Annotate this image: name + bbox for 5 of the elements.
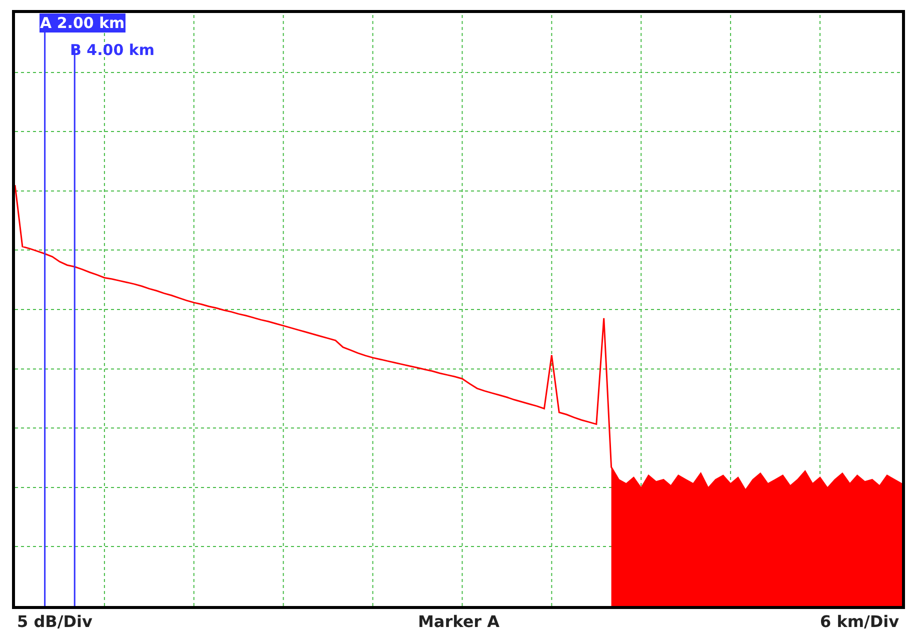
text: A 2.00 km — [40, 14, 125, 32]
text: 5 dB/Div — [17, 612, 93, 631]
text: Marker A — [418, 612, 500, 631]
text: B 4.00 km — [70, 41, 154, 59]
text: 6 km/Div — [820, 612, 900, 631]
